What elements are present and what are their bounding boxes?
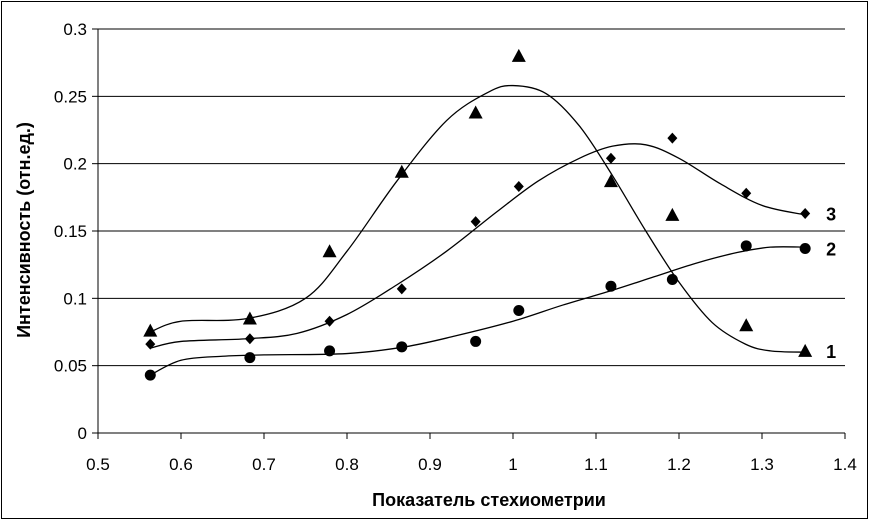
trend-curve-2 bbox=[150, 246, 806, 376]
circle-marker-series-2 bbox=[244, 352, 256, 364]
x-tick-label: 0.7 bbox=[252, 455, 276, 474]
data-markers bbox=[143, 48, 813, 381]
circle-marker-series-2 bbox=[513, 304, 525, 316]
x-tick-label: 1.4 bbox=[833, 455, 857, 474]
diamond-marker-series-3 bbox=[470, 216, 481, 228]
diamond-marker-series-3 bbox=[605, 152, 616, 164]
diamond-marker-series-3 bbox=[513, 181, 524, 193]
x-tick-label: 0.6 bbox=[169, 455, 193, 474]
triangle-marker-series-1 bbox=[511, 48, 526, 62]
diamond-marker-series-3 bbox=[145, 338, 156, 350]
triangle-marker-series-1 bbox=[798, 343, 813, 357]
diamond-marker-series-3 bbox=[396, 283, 407, 295]
diamond-marker-series-3 bbox=[800, 207, 811, 219]
triangle-marker-series-1 bbox=[322, 244, 337, 258]
circle-marker-series-2 bbox=[144, 369, 156, 381]
circle-marker-series-2 bbox=[324, 345, 336, 357]
y-tick-label: 0 bbox=[78, 424, 87, 443]
x-tick-label: 1.2 bbox=[667, 455, 691, 474]
triangle-marker-series-1 bbox=[242, 311, 257, 325]
gridlines bbox=[98, 28, 845, 367]
y-tick-label: 0.1 bbox=[63, 289, 87, 308]
series-label-2: 2 bbox=[826, 240, 836, 260]
trend-curve-3 bbox=[150, 143, 806, 349]
triangle-marker-series-1 bbox=[143, 323, 158, 337]
y-tick-label: 0.3 bbox=[63, 20, 87, 39]
x-tick-label: 1.1 bbox=[584, 455, 608, 474]
x-tick-label: 0.8 bbox=[335, 455, 359, 474]
triangle-marker-series-1 bbox=[468, 105, 483, 119]
x-tick-label: 1.3 bbox=[750, 455, 774, 474]
trend-curve-1 bbox=[150, 84, 806, 353]
triangle-marker-series-1 bbox=[603, 174, 618, 188]
x-tick-label: 1 bbox=[508, 455, 517, 474]
circle-marker-series-2 bbox=[666, 273, 678, 285]
circle-marker-series-2 bbox=[396, 341, 408, 353]
circle-marker-series-2 bbox=[470, 335, 482, 347]
triangle-marker-series-1 bbox=[665, 207, 680, 221]
x-axis-ticks: 0.5 0.6 0.7 0.8 0.9 1 1.1 1.2 1.3 1.4 bbox=[86, 433, 857, 474]
x-tick-label: 0.5 bbox=[86, 455, 110, 474]
y-tick-label: 0.25 bbox=[54, 87, 87, 106]
circle-marker-series-2 bbox=[799, 243, 811, 255]
y-axis-ticks: 0 0.05 0.1 0.15 0.2 0.25 0.3 bbox=[54, 20, 98, 443]
triangle-marker-series-1 bbox=[739, 318, 754, 332]
series-labels: 1 2 3 bbox=[826, 204, 836, 361]
y-tick-label: 0.2 bbox=[63, 155, 87, 174]
triangle-marker-series-1 bbox=[394, 164, 409, 178]
y-tick-label: 0.15 bbox=[54, 222, 87, 241]
diamond-marker-series-3 bbox=[667, 132, 678, 144]
trend-curves bbox=[150, 84, 806, 376]
circle-marker-series-2 bbox=[605, 280, 617, 292]
diamond-marker-series-3 bbox=[741, 187, 752, 199]
x-tick-label: 0.9 bbox=[418, 455, 442, 474]
y-axis-title: Интенсивность (отн.ед.) bbox=[14, 122, 34, 338]
series-label-1: 1 bbox=[826, 342, 836, 362]
series-label-3: 3 bbox=[826, 204, 836, 224]
y-tick-label: 0.05 bbox=[54, 357, 87, 376]
diamond-marker-series-3 bbox=[324, 315, 335, 327]
circle-marker-series-2 bbox=[740, 240, 752, 252]
diamond-marker-series-3 bbox=[244, 333, 255, 345]
x-axis-title: Показатель стехиометрии bbox=[372, 490, 606, 510]
